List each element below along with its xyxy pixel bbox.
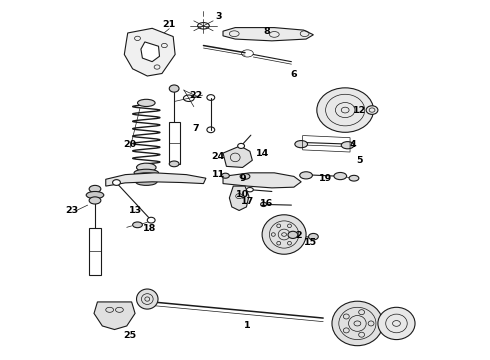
Text: 9: 9 bbox=[239, 174, 246, 183]
Text: 15: 15 bbox=[304, 238, 318, 247]
Ellipse shape bbox=[137, 289, 158, 309]
Ellipse shape bbox=[288, 231, 298, 238]
Ellipse shape bbox=[261, 202, 267, 207]
Text: 20: 20 bbox=[123, 140, 137, 149]
Text: 14: 14 bbox=[255, 149, 269, 158]
Text: 11: 11 bbox=[212, 170, 225, 179]
Ellipse shape bbox=[341, 141, 354, 149]
Text: 17: 17 bbox=[241, 197, 254, 206]
Ellipse shape bbox=[169, 85, 179, 92]
Polygon shape bbox=[141, 42, 159, 62]
Ellipse shape bbox=[300, 172, 313, 179]
Ellipse shape bbox=[89, 185, 101, 193]
Text: 2: 2 bbox=[295, 231, 302, 240]
Polygon shape bbox=[223, 173, 301, 188]
Text: 6: 6 bbox=[291, 70, 297, 79]
Text: 8: 8 bbox=[264, 27, 270, 36]
Ellipse shape bbox=[317, 88, 373, 132]
Polygon shape bbox=[94, 302, 135, 329]
Polygon shape bbox=[229, 186, 249, 211]
Ellipse shape bbox=[136, 178, 157, 185]
Text: 22: 22 bbox=[190, 91, 203, 100]
Ellipse shape bbox=[246, 188, 253, 192]
Ellipse shape bbox=[147, 217, 155, 223]
Ellipse shape bbox=[366, 106, 378, 114]
Text: 24: 24 bbox=[212, 152, 225, 161]
Text: 5: 5 bbox=[357, 156, 363, 165]
Text: 4: 4 bbox=[349, 140, 356, 149]
Ellipse shape bbox=[137, 163, 156, 172]
Ellipse shape bbox=[378, 307, 415, 339]
Ellipse shape bbox=[138, 99, 155, 107]
Text: 23: 23 bbox=[65, 206, 78, 215]
Polygon shape bbox=[124, 28, 175, 76]
Text: 10: 10 bbox=[236, 190, 249, 199]
Ellipse shape bbox=[262, 215, 306, 254]
Ellipse shape bbox=[221, 173, 229, 178]
Ellipse shape bbox=[169, 161, 179, 167]
Text: 16: 16 bbox=[260, 199, 273, 208]
Ellipse shape bbox=[295, 140, 308, 148]
Ellipse shape bbox=[238, 143, 245, 148]
Text: 3: 3 bbox=[215, 12, 221, 21]
Ellipse shape bbox=[349, 175, 359, 181]
Text: 1: 1 bbox=[244, 321, 251, 330]
Ellipse shape bbox=[89, 197, 101, 204]
Text: 21: 21 bbox=[163, 19, 176, 28]
Ellipse shape bbox=[334, 172, 346, 180]
Text: 18: 18 bbox=[143, 224, 156, 233]
Ellipse shape bbox=[332, 301, 383, 346]
Ellipse shape bbox=[132, 173, 161, 181]
Ellipse shape bbox=[134, 169, 159, 176]
Text: 7: 7 bbox=[193, 123, 199, 132]
Text: 12: 12 bbox=[353, 105, 367, 114]
Text: 25: 25 bbox=[123, 332, 137, 341]
Polygon shape bbox=[223, 146, 252, 167]
Text: 19: 19 bbox=[319, 174, 332, 183]
Text: 13: 13 bbox=[128, 206, 142, 215]
Ellipse shape bbox=[113, 180, 121, 185]
Ellipse shape bbox=[133, 222, 143, 228]
Ellipse shape bbox=[86, 192, 104, 199]
Ellipse shape bbox=[309, 233, 318, 240]
Polygon shape bbox=[106, 173, 206, 186]
Ellipse shape bbox=[240, 174, 250, 179]
Polygon shape bbox=[223, 28, 314, 41]
